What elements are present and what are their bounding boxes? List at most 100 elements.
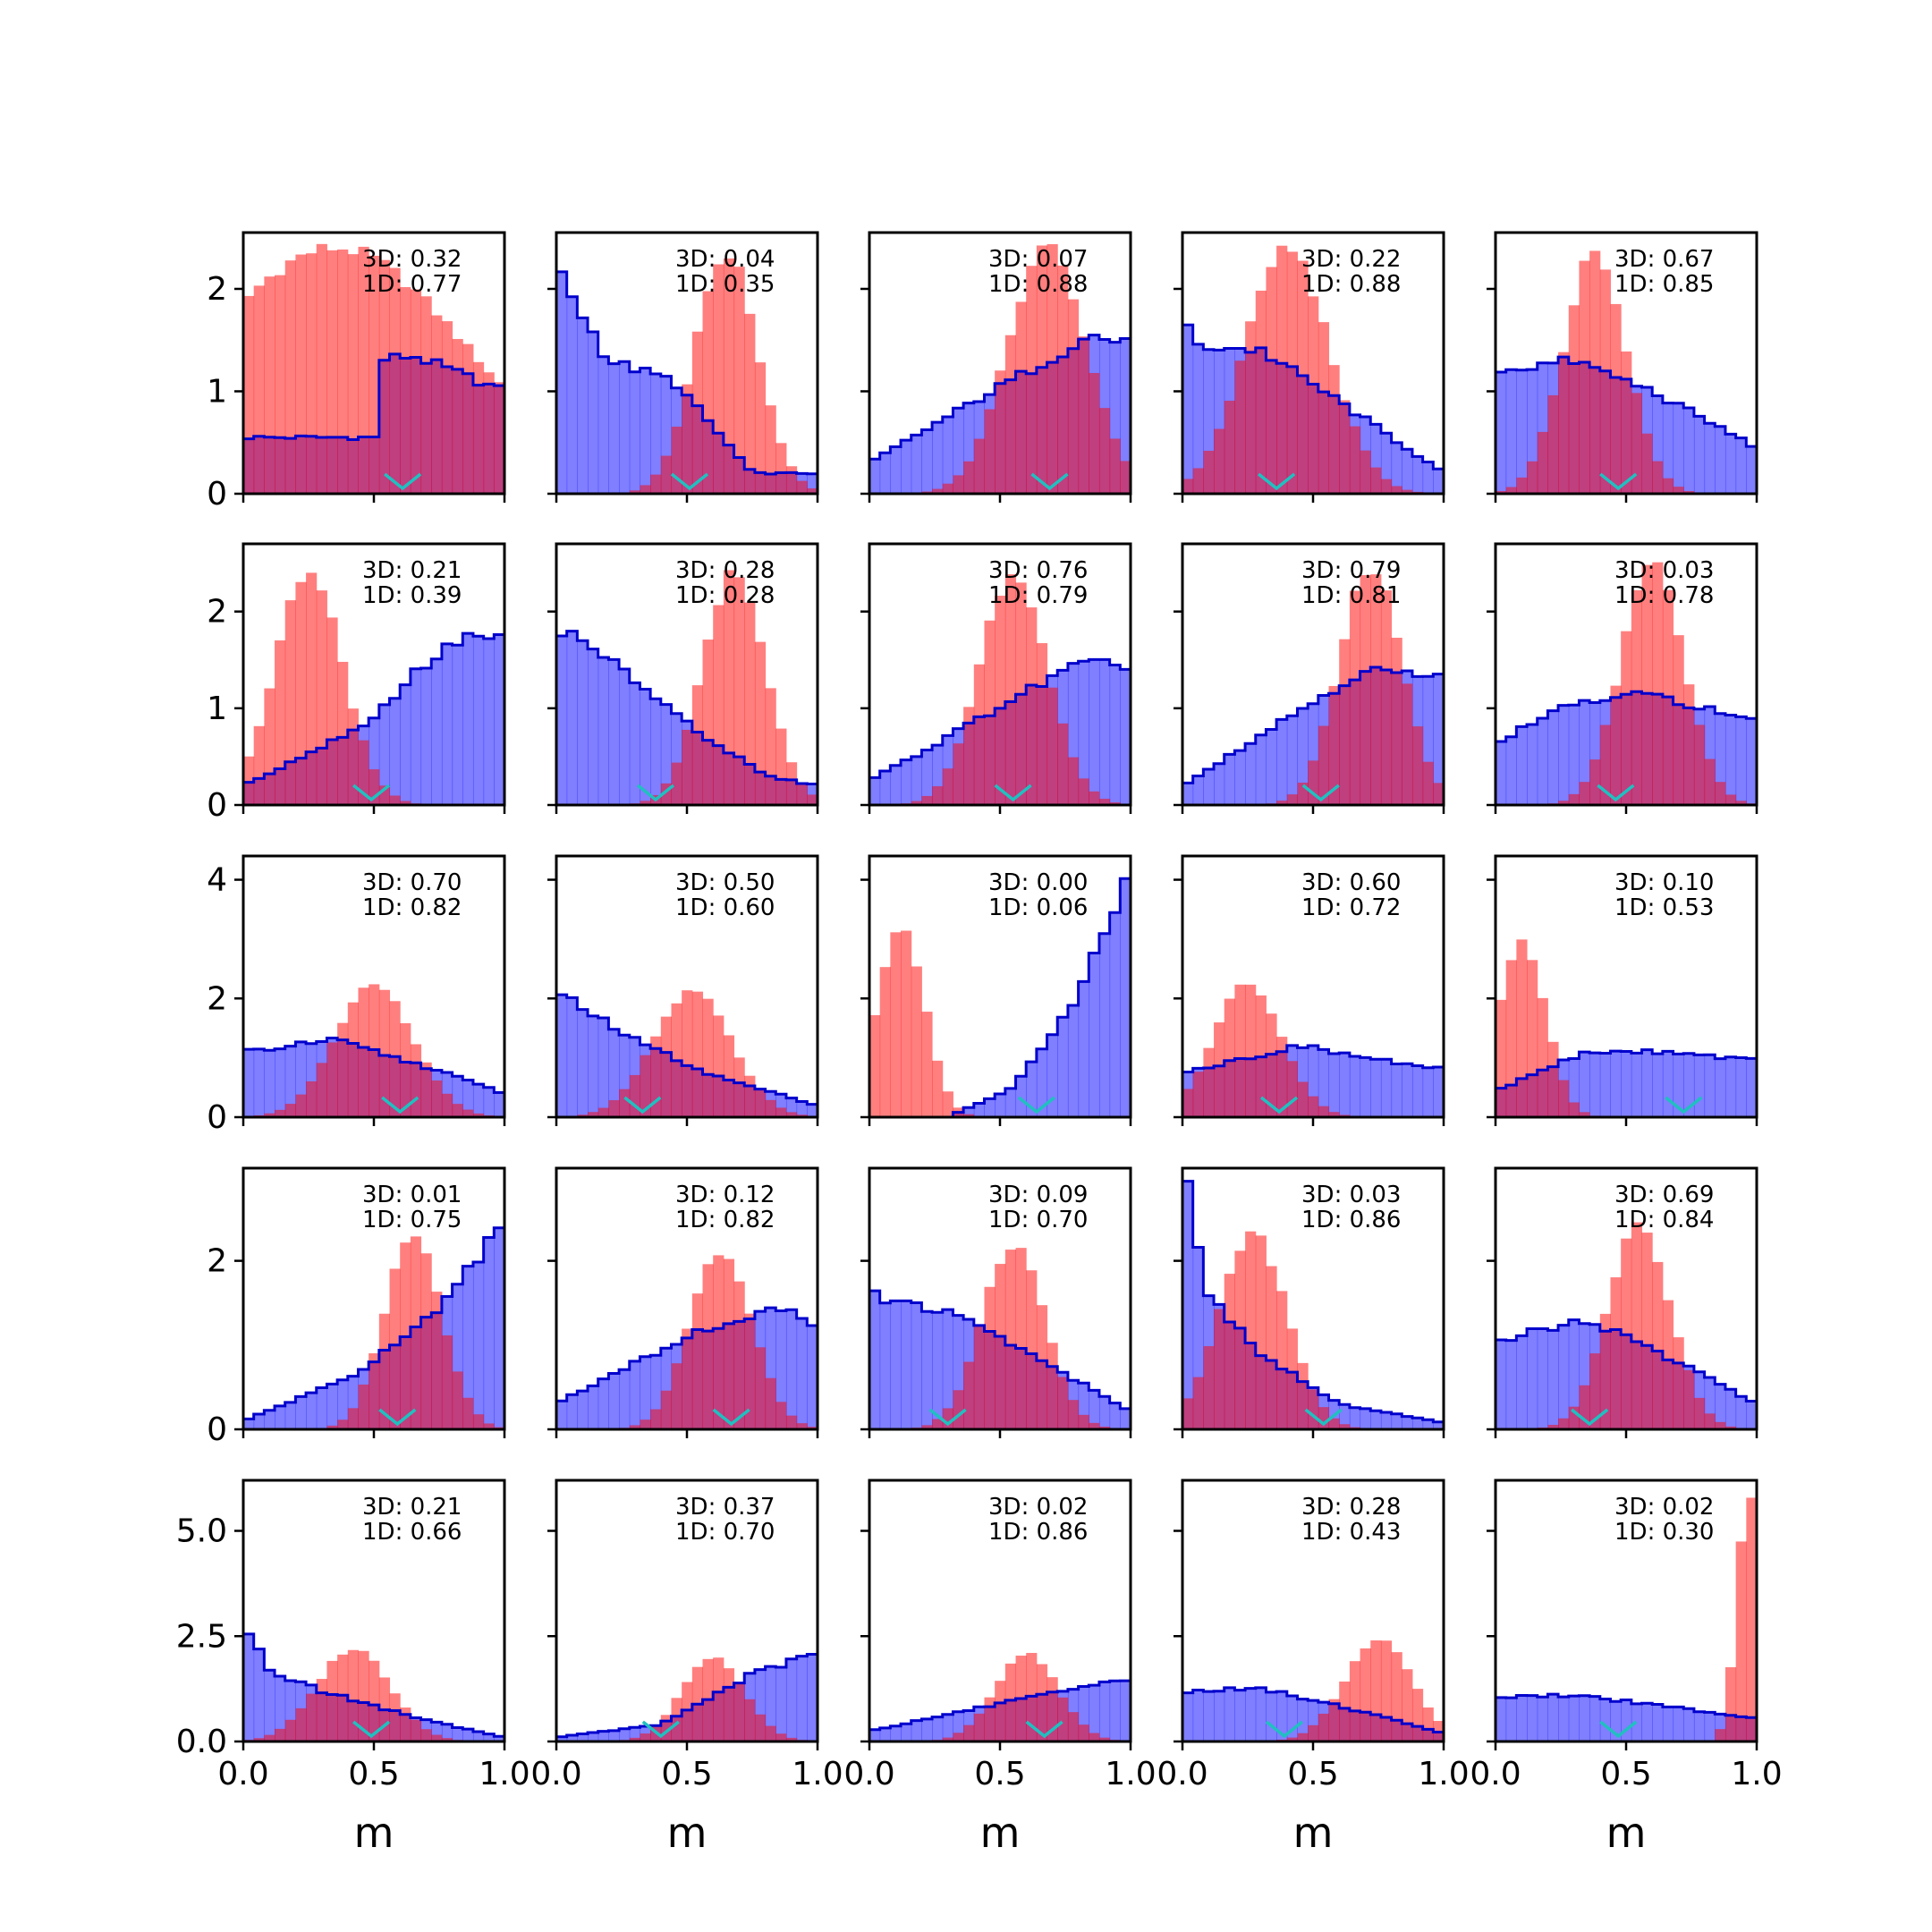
blue-bar (1599, 1699, 1611, 1741)
blue-bar (1349, 1056, 1361, 1117)
blue-bar (1411, 456, 1424, 494)
red-bar (494, 382, 505, 494)
median-marker (1258, 472, 1296, 491)
y-tick-label: 1 (207, 691, 227, 727)
blue-bar (243, 1419, 255, 1429)
blue-bar (1234, 750, 1246, 805)
median-marker (352, 784, 391, 802)
red-bar (691, 1293, 704, 1429)
red-bar (765, 405, 776, 494)
blue-bar (1026, 1062, 1038, 1117)
red-bar (389, 1268, 401, 1429)
blue-bar (942, 417, 953, 494)
blue-bar (785, 1309, 798, 1429)
red-bar (400, 286, 411, 494)
blue-bar (1704, 423, 1716, 494)
red-bar (640, 1419, 651, 1429)
blue-bar (1735, 1057, 1747, 1117)
red-bar (1568, 1102, 1580, 1117)
red-bar (441, 1093, 453, 1117)
blue-bar (608, 659, 620, 805)
red-bar (1078, 778, 1089, 805)
red-bar (1496, 490, 1507, 494)
red-bar (1370, 467, 1382, 494)
blue-bar (807, 1326, 818, 1429)
blue-bar (556, 635, 568, 805)
x-axis-label: m (1606, 1809, 1647, 1857)
red-bar (1266, 1013, 1277, 1117)
label-1d: 1D: 0.75 (362, 1207, 462, 1233)
red-bar (1015, 301, 1027, 494)
blue-bar (284, 1402, 296, 1429)
red-bar (973, 1713, 985, 1741)
label-1d: 1D: 0.77 (362, 271, 462, 298)
label-1d: 1D: 0.82 (675, 1207, 775, 1233)
blue-bar (1547, 1694, 1559, 1741)
red-bar (284, 600, 296, 805)
blue-bar (452, 1727, 463, 1741)
red-bar (1631, 589, 1643, 805)
label-1d: 1D: 0.84 (1614, 1207, 1714, 1233)
red-bar (911, 966, 922, 1117)
blue-step-outline (243, 1632, 504, 1738)
blue-bar (588, 1015, 599, 1117)
red-bar (733, 577, 745, 805)
red-bar (1308, 1724, 1319, 1741)
blue-bar (921, 1311, 933, 1429)
red-bar (389, 795, 401, 805)
blue-bar (1589, 1696, 1601, 1741)
red-bar (1402, 683, 1413, 805)
red-bar (723, 1035, 735, 1117)
red-bar (1203, 450, 1215, 494)
blue-step-outline (1182, 1044, 1444, 1073)
blue-bar (1505, 1340, 1517, 1429)
blue-bar (1589, 1053, 1601, 1117)
red-bar (1297, 260, 1309, 494)
red-bar (963, 1724, 975, 1741)
red-bar (1318, 322, 1330, 494)
red-bar (1496, 999, 1507, 1117)
blue-bar (1182, 783, 1194, 805)
red-bar (1402, 1669, 1413, 1741)
red-bar (462, 343, 474, 494)
blue-step-outline (243, 1226, 504, 1420)
red-bar (1286, 1328, 1298, 1429)
blue-bar (472, 636, 485, 805)
blue-bar (577, 640, 589, 805)
red-bar (588, 1112, 599, 1117)
blue-bar (1098, 1396, 1111, 1429)
red-bar (420, 296, 432, 494)
blue-bar (1360, 1408, 1371, 1429)
blue-bar (1724, 715, 1737, 805)
blue-bar (275, 1405, 286, 1429)
label-3d: 3D: 0.70 (362, 869, 462, 896)
red-bar (1057, 265, 1069, 494)
blue-bar (1735, 716, 1747, 805)
x-tick-label: 1.0 (792, 1756, 843, 1792)
y-tick-label: 0.0 (176, 1724, 227, 1760)
label-1d: 1D: 0.06 (988, 894, 1088, 921)
blue-step-outline (1496, 690, 1757, 743)
red-bar (921, 1425, 933, 1429)
red-bar (431, 1292, 443, 1429)
red-bar (1631, 1222, 1643, 1429)
blue-bar (1360, 1057, 1371, 1117)
blue-bar (640, 368, 651, 494)
blue-bar (1547, 1330, 1559, 1429)
blue-bar (483, 638, 495, 805)
red-bar (1015, 1248, 1027, 1429)
red-bar (472, 361, 485, 494)
blue-bar (1098, 659, 1111, 805)
red-bar (733, 267, 745, 494)
blue-step-outline (1496, 1692, 1757, 1719)
red-bar (1746, 1497, 1758, 1741)
blue-bar (1266, 1691, 1277, 1741)
blue-bar (1516, 726, 1528, 805)
red-bar (775, 1733, 787, 1741)
red-bar (410, 289, 422, 494)
blue-bar (921, 429, 933, 494)
blue-bar (462, 1080, 474, 1117)
y-tick-label: 2 (207, 980, 227, 1017)
red-bar (472, 1113, 485, 1117)
